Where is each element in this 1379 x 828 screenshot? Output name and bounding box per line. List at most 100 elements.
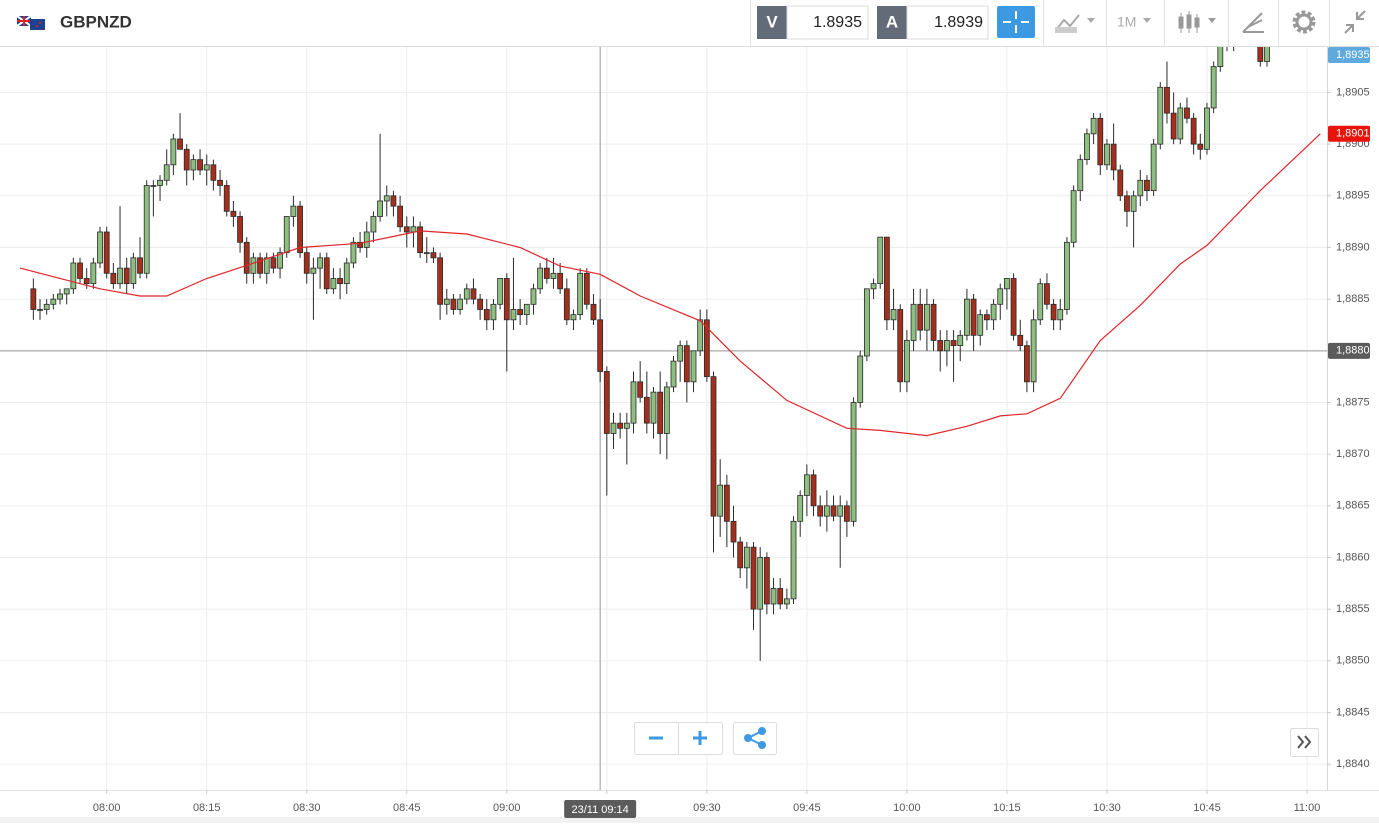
candle-body — [810, 474, 817, 507]
sell-label[interactable]: V — [766, 12, 778, 31]
y-tick-label: 1,8855 — [1336, 603, 1370, 615]
candle-body — [957, 334, 964, 347]
sell-price[interactable]: 1.8935 — [813, 14, 862, 31]
share-button[interactable] — [733, 722, 777, 755]
candle-body — [717, 484, 724, 517]
price-tag-label: 1,8901 — [1336, 128, 1370, 140]
x-tick-label: 09:45 — [793, 802, 821, 814]
crosshair-y-tag — [1328, 342, 1370, 359]
candle-body — [950, 340, 957, 347]
candle-body — [823, 505, 830, 517]
candle-body — [290, 205, 297, 217]
collapse-button[interactable] — [1344, 10, 1366, 34]
candle-body — [323, 257, 330, 290]
candle-body — [590, 303, 597, 321]
candle-body — [817, 505, 824, 517]
candle-body — [937, 340, 944, 352]
indicators-button[interactable] — [1055, 14, 1095, 33]
candle-body — [897, 309, 904, 383]
candle-body — [1090, 117, 1097, 135]
candle-body — [863, 288, 870, 357]
candle-body — [1217, 47, 1224, 68]
candle-body — [437, 257, 444, 305]
candle-body — [803, 474, 810, 496]
candle-body — [1030, 319, 1037, 383]
candle-body — [1104, 143, 1110, 166]
candle-body — [217, 179, 223, 186]
buy-price[interactable]: 1.8939 — [934, 14, 983, 31]
candle-body — [350, 241, 357, 264]
candle-body — [1077, 159, 1084, 192]
candle-body — [1190, 117, 1197, 145]
moving-average — [19, 133, 1321, 437]
candle-body — [270, 257, 277, 269]
candle-body — [1170, 112, 1177, 140]
candle-body — [550, 272, 557, 279]
buy-label[interactable]: A — [886, 12, 898, 31]
candle-body — [743, 546, 750, 569]
candle-body — [383, 195, 390, 202]
candle-body — [977, 314, 984, 336]
zoom-in-button[interactable] — [693, 731, 707, 745]
candle-body — [170, 138, 177, 166]
sell-button[interactable] — [757, 6, 787, 39]
candle-body — [237, 216, 243, 243]
crosshair-x-label: 23/11 09:14 — [572, 804, 629, 816]
candle-body — [397, 205, 404, 228]
candle-body — [1064, 241, 1070, 310]
y-tick-label: 1,8875 — [1336, 396, 1370, 408]
candle-body — [683, 345, 690, 383]
candle-body — [1257, 47, 1264, 62]
candle-body — [1184, 107, 1190, 119]
candle-body — [510, 309, 517, 321]
candle-body — [903, 340, 910, 383]
buy-button[interactable] — [877, 6, 907, 39]
candle-body — [1050, 303, 1057, 321]
y-tick-label: 1,8850 — [1336, 655, 1370, 667]
candle-body — [137, 257, 143, 274]
candle-body — [317, 257, 323, 269]
candle-body — [490, 303, 497, 321]
candle-body — [143, 185, 150, 274]
draw-button[interactable] — [1242, 12, 1264, 33]
candle-body — [543, 267, 550, 279]
candle-body — [497, 278, 504, 305]
candle-body — [850, 402, 857, 522]
x-tick-label: 11:00 — [1294, 802, 1321, 814]
candle-body — [1204, 107, 1210, 150]
candle-body — [417, 226, 424, 254]
candle-body — [310, 267, 317, 274]
candle-body — [503, 278, 510, 321]
scroll-right-button[interactable] — [1290, 728, 1319, 757]
candle-body — [890, 309, 897, 321]
x-tick-label: 08:15 — [193, 802, 221, 814]
candle-body — [263, 257, 270, 274]
candle-body — [463, 288, 470, 300]
candle-body — [557, 272, 564, 290]
candle-body — [997, 288, 1004, 305]
y-tick-label: 1,8905 — [1336, 86, 1370, 98]
candle-body — [43, 303, 50, 310]
crosshair-y-label: 1,8880 — [1336, 345, 1370, 357]
y-tick-label: 1,8895 — [1336, 190, 1370, 202]
y-tick-label: 1,8860 — [1336, 551, 1370, 563]
settings-button[interactable] — [1292, 10, 1316, 34]
candle-body — [723, 484, 730, 522]
candle-body — [1177, 107, 1184, 140]
crosshair-button[interactable] — [997, 6, 1035, 38]
candle-body — [944, 340, 950, 352]
candle-body — [57, 293, 63, 300]
timeframe[interactable]: 1M — [1117, 14, 1136, 30]
candle-body — [483, 309, 490, 321]
candle-body — [883, 236, 890, 321]
candle-body — [343, 262, 350, 285]
candle-body — [757, 557, 764, 610]
candle-body — [450, 298, 457, 310]
candle-body — [1157, 86, 1164, 145]
symbol: GBPNZD — [60, 12, 132, 31]
candle-body — [870, 283, 877, 290]
candle-body — [443, 298, 450, 305]
candle-body — [670, 360, 677, 388]
chart-type-button[interactable] — [1178, 11, 1216, 33]
